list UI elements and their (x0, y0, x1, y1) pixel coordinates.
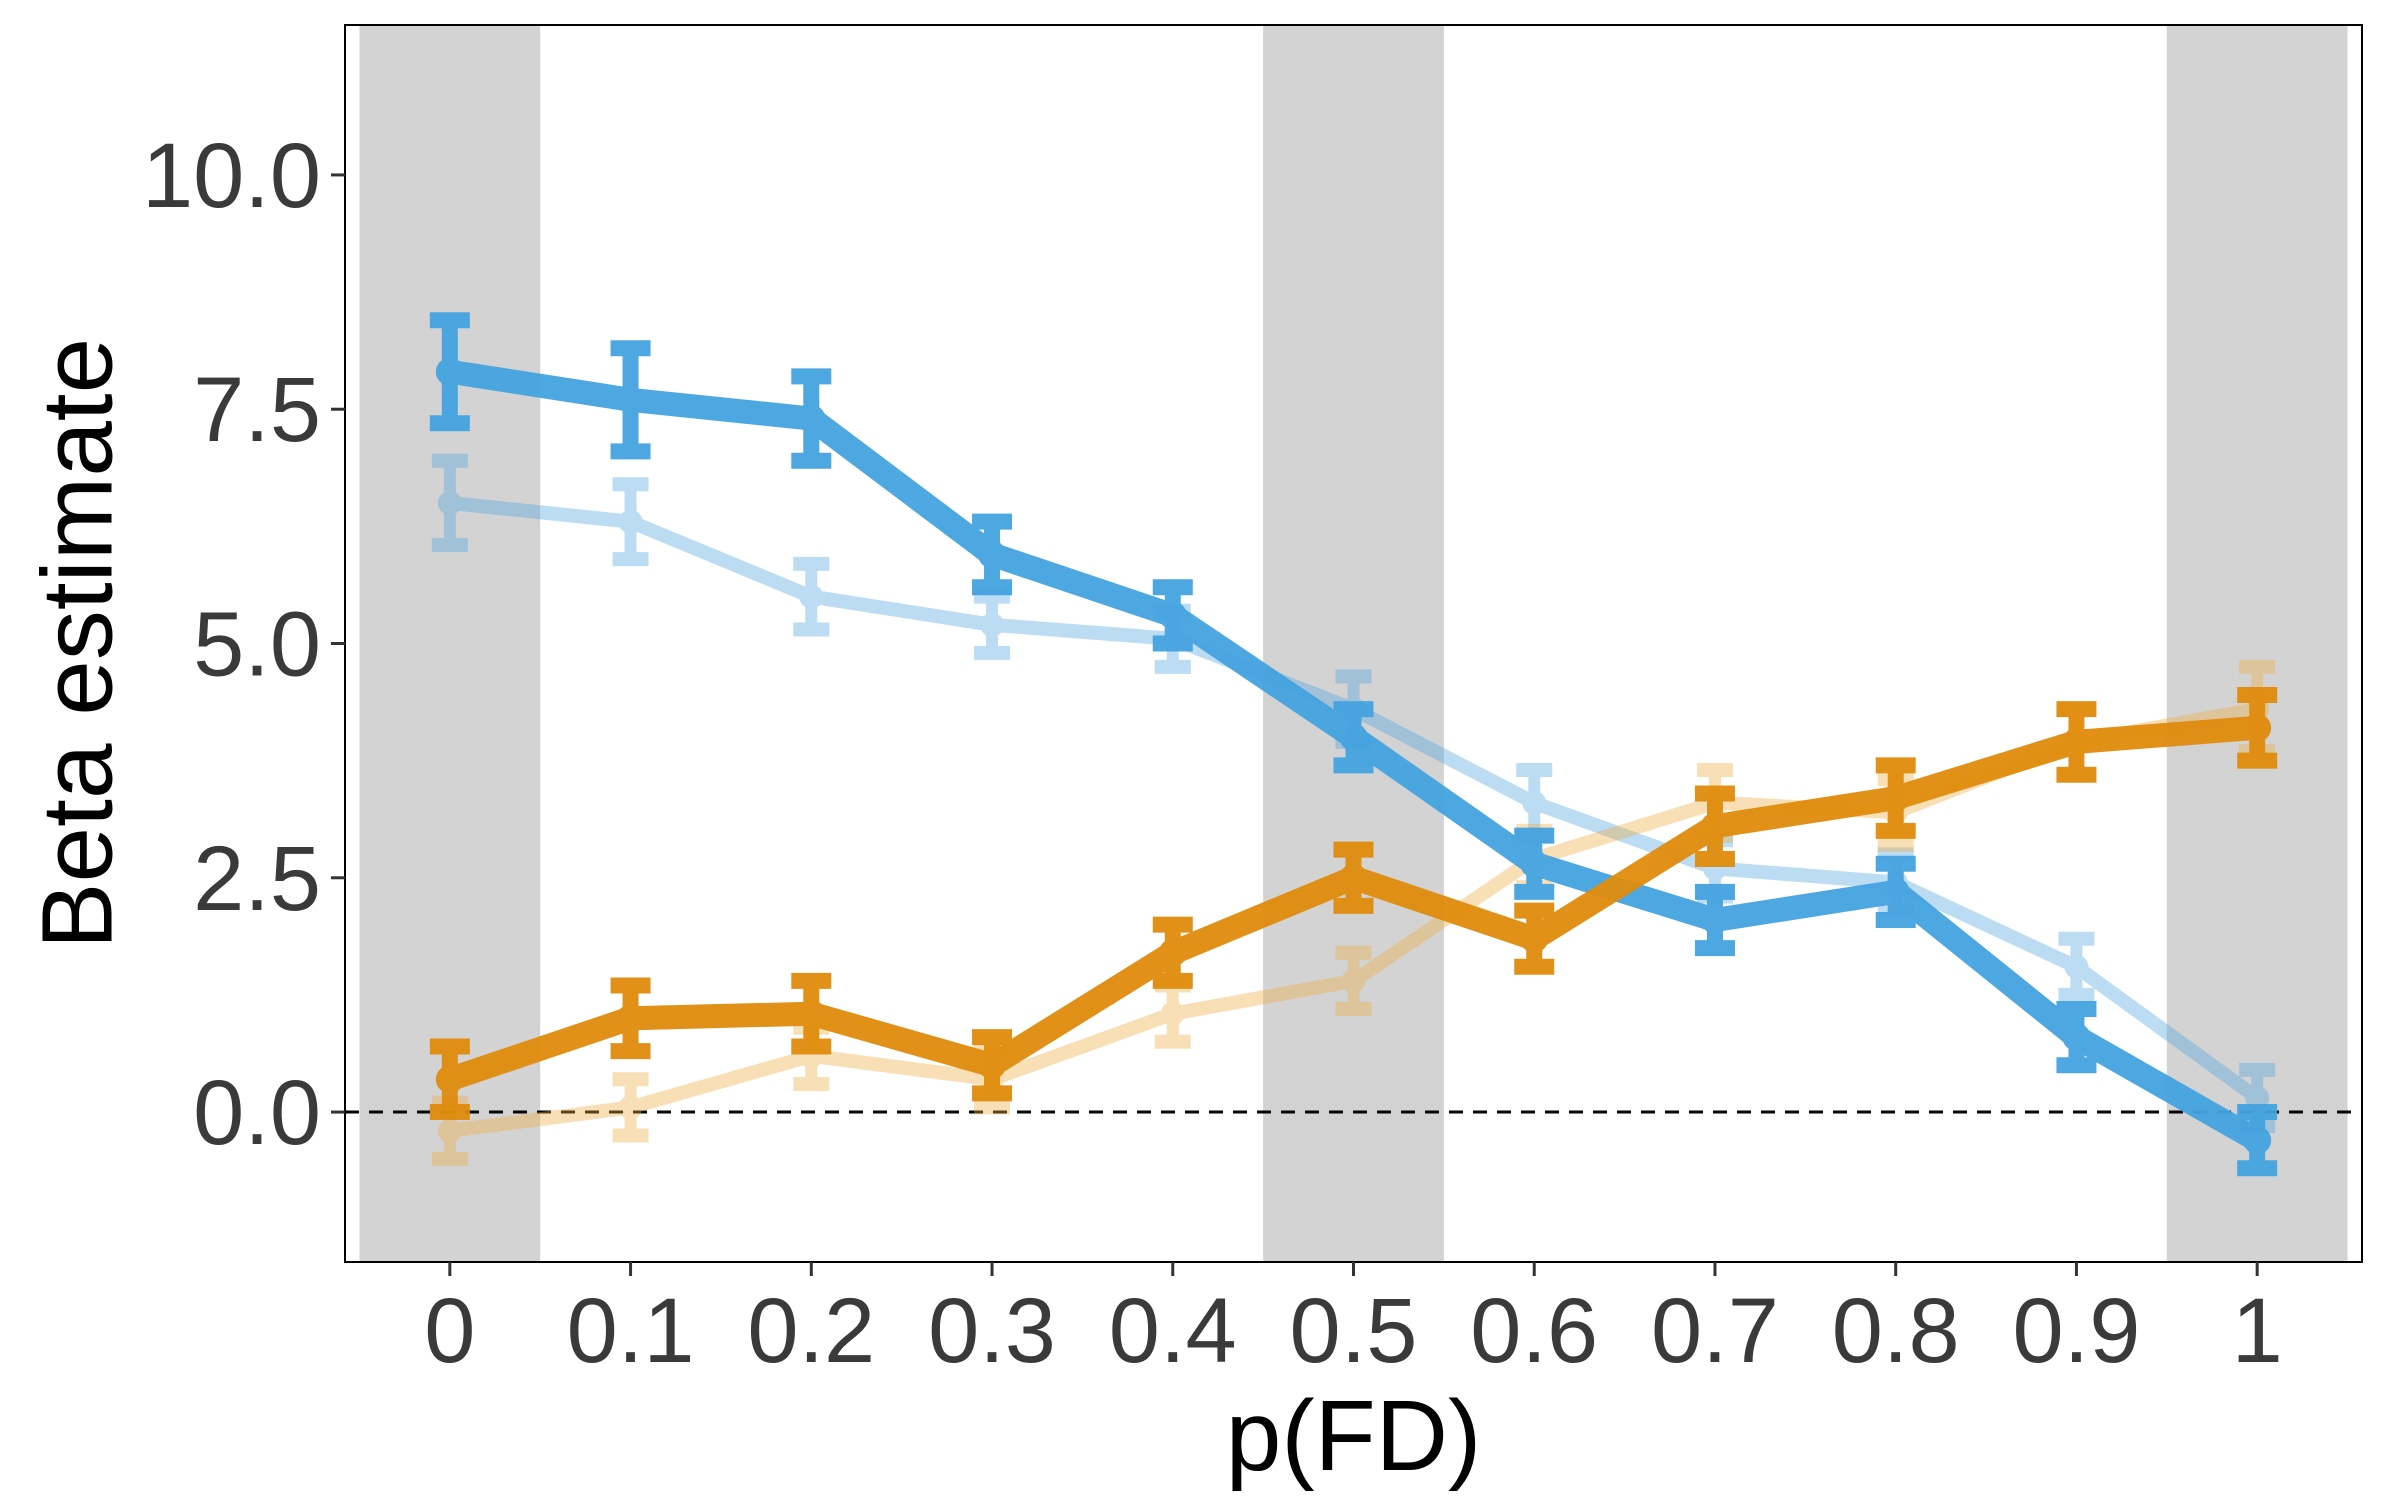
series-2-point-9 (2062, 1023, 2091, 1052)
series-0-point-9 (2064, 954, 2089, 979)
x-tick-label-7: 0.7 (1651, 1280, 1779, 1382)
series-0-errorbar-3 (974, 589, 1011, 660)
series-0-errorbar-2 (793, 556, 830, 637)
x-tick-label-4: 0.4 (1109, 1280, 1237, 1382)
shaded-bands (359, 26, 2348, 1261)
series-2-point-5 (1339, 723, 1368, 752)
series-0-errorbar-1 (612, 477, 649, 567)
x-tick-label-1: 0.1 (567, 1280, 695, 1382)
series-0-point-2 (799, 584, 824, 609)
x-axis-title: p(FD) (1226, 1380, 1482, 1492)
series-2 (429, 312, 2278, 1177)
series-3-point-3 (978, 1051, 1007, 1080)
y-tick-label-4: 10.0 (142, 125, 321, 227)
series-2-point-1 (616, 385, 645, 414)
series-2-point-7 (1700, 905, 1729, 934)
series-2-point-4 (1158, 601, 1187, 630)
x-axis: 0 0.1 0.2 0.3 0.4 0.5 0.6 0.7 0.8 0.9 1 (424, 1262, 2283, 1382)
x-tick-label-3: 0.3 (928, 1280, 1056, 1382)
series-1-point-5 (1341, 968, 1366, 993)
x-tick-label-2: 0.2 (747, 1280, 875, 1382)
series-3-point-4 (1158, 938, 1187, 967)
y-tick-label-2: 5.0 (193, 594, 321, 696)
series-3-point-9 (2062, 727, 2091, 756)
series-0-point-0 (437, 490, 462, 515)
series-2-point-10 (2243, 1126, 2272, 1155)
y-tick-label-0: 0.0 (193, 1062, 321, 1164)
series-3-point-8 (1881, 784, 1910, 813)
series-1-errorbar-1 (612, 1072, 649, 1143)
series-2-point-3 (978, 540, 1007, 569)
series-3-point-6 (1520, 924, 1549, 953)
x-tick-label-9: 0.9 (2012, 1280, 2140, 1382)
x-tick-label-8: 0.8 (1832, 1280, 1960, 1382)
series-1-point-0 (437, 1118, 462, 1143)
series-2-point-6 (1520, 849, 1549, 878)
series-2-point-8 (1881, 877, 1910, 906)
series-1-point-4 (1160, 1001, 1185, 1026)
series-1-errorbar-5 (1335, 945, 1372, 1016)
y-axis-title: Beta estimate (21, 338, 133, 949)
series-3 (429, 687, 2278, 1121)
x-tick-label-0: 0 (424, 1280, 475, 1382)
series-3-point-0 (435, 1065, 464, 1094)
series-2-point-0 (435, 357, 464, 386)
series-0-point-6 (1522, 790, 1547, 815)
shaded-band-1 (1263, 26, 1444, 1261)
series-0-errorbar-9 (2058, 931, 2095, 1002)
y-tick-label-1: 2.5 (193, 828, 321, 930)
series-3-point-1 (616, 1004, 645, 1033)
series-3-point-7 (1700, 812, 1729, 841)
series-0-errorbar-0 (431, 453, 468, 553)
series-3-point-2 (797, 999, 826, 1028)
series-0-point-3 (980, 612, 1005, 637)
x-tick-label-10: 1 (2232, 1280, 2283, 1382)
x-tick-label-5: 0.5 (1290, 1280, 1418, 1382)
x-tick-label-6: 0.6 (1470, 1280, 1598, 1382)
y-tick-label-3: 7.5 (193, 359, 321, 461)
series-3-point-5 (1339, 863, 1368, 892)
shaded-band-2 (2166, 26, 2348, 1261)
y-axis: 0.0 2.5 5.0 7.5 10.0 (142, 125, 345, 1164)
series-3-point-10 (2243, 713, 2272, 742)
series-layer (429, 312, 2278, 1177)
series-0-point-1 (618, 509, 643, 534)
series-1-point-1 (618, 1095, 643, 1120)
series-2-point-2 (797, 404, 826, 433)
series-0-point-10 (2245, 1086, 2270, 1111)
